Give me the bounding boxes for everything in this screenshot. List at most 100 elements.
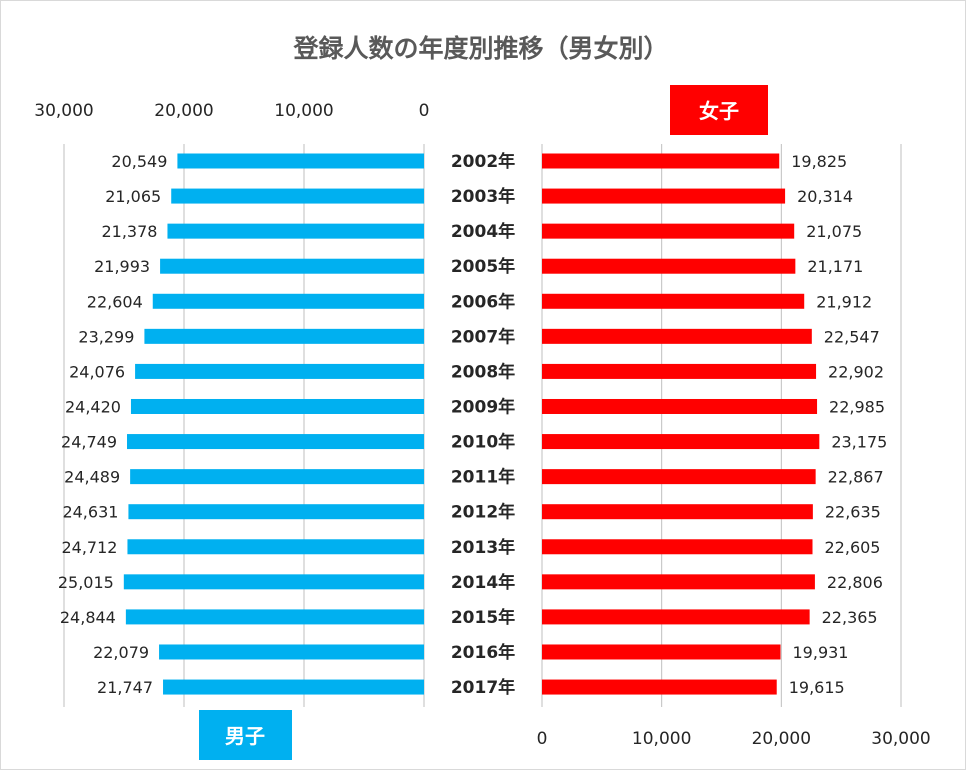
female-value-label: 19,615 [789, 678, 845, 697]
male-value-label: 24,749 [61, 433, 117, 452]
female-value-label: 22,605 [825, 538, 881, 557]
male-bar [125, 609, 424, 625]
male-value-label: 21,065 [105, 187, 161, 206]
year-label: 2010年 [451, 432, 515, 453]
female-bar [542, 609, 810, 625]
female-bar [542, 188, 786, 204]
male-value-label: 21,378 [101, 222, 157, 241]
female-value-label: 20,314 [797, 187, 853, 206]
female-bar [542, 363, 817, 379]
year-label: 2008年 [451, 361, 515, 382]
male-bar [123, 574, 424, 590]
year-label: 2015年 [451, 607, 515, 628]
male-value-label: 21,747 [97, 678, 153, 697]
male-bar [128, 504, 425, 520]
female-bar [542, 328, 812, 344]
female-axis-ticks: 0 10,000 20,000 30,000 [537, 729, 931, 749]
year-label: 2011年 [451, 467, 515, 488]
male-value-label: 23,299 [78, 327, 134, 346]
female-value-label: 21,912 [816, 292, 872, 311]
year-label: 2013年 [451, 537, 515, 558]
male-value-label: 24,076 [69, 362, 125, 381]
male-axis-ticks: 30,000 20,000 10,000 0 [34, 101, 429, 121]
year-labels: 2002年 2003年 2004年 2005年 2006年 2007年 2008年 2009年… [451, 151, 515, 698]
male-value-label: 22,604 [87, 292, 143, 311]
female-bar [542, 574, 815, 590]
male-value-label: 24,844 [60, 608, 116, 627]
female-bar [542, 223, 795, 239]
female-bar [542, 258, 796, 274]
chart-title: 登録人数の年度別推移（男女別） [292, 34, 668, 63]
female-bar [542, 539, 813, 555]
male-tick-label: 0 [419, 101, 430, 121]
female-value-label: 22,806 [827, 573, 883, 592]
male-bar [171, 188, 424, 204]
male-bar [159, 644, 424, 660]
male-value-label: 25,015 [58, 573, 114, 592]
female-value-label: 22,635 [825, 503, 881, 522]
legend-male-label: 男子 [225, 724, 265, 748]
legend-male: 男子 [199, 710, 292, 760]
legend-female: 女子 [670, 85, 768, 135]
male-value-labels: 20,549 21,065 21,378 21,993 22,604 23,299 24,0… [58, 152, 168, 697]
male-value-label: 22,079 [93, 643, 149, 662]
year-label: 2004年 [451, 221, 515, 242]
male-tick-label: 20,000 [154, 101, 213, 121]
year-label: 2003年 [451, 186, 515, 207]
female-value-label: 22,867 [828, 468, 884, 487]
year-label: 2016年 [451, 642, 515, 663]
male-value-label: 20,549 [111, 152, 167, 171]
legend-female-swatch [670, 85, 768, 135]
female-value-label: 22,985 [829, 397, 885, 416]
female-bar [542, 293, 805, 309]
female-tick-label: 30,000 [871, 729, 930, 749]
female-bar [542, 679, 777, 695]
legend-female-label: 女子 [699, 99, 739, 123]
male-tick-label: 10,000 [274, 101, 333, 121]
year-label: 2005年 [451, 256, 515, 277]
female-value-label: 21,075 [806, 222, 862, 241]
male-value-label: 24,489 [64, 468, 120, 487]
female-bar [542, 153, 780, 169]
male-value-label: 21,993 [94, 257, 150, 276]
female-value-label: 19,931 [793, 643, 849, 662]
legend-male-swatch [199, 710, 292, 760]
year-label: 2009年 [451, 396, 515, 417]
year-label: 2014年 [451, 572, 515, 593]
year-label: 2012年 [451, 502, 515, 523]
female-value-label: 22,365 [822, 608, 878, 627]
male-value-label: 24,631 [62, 503, 118, 522]
male-bar [167, 223, 425, 239]
female-value-label: 22,547 [824, 327, 880, 346]
male-bar [177, 153, 424, 169]
male-bar [144, 328, 425, 344]
male-bar [160, 258, 425, 274]
male-tick-label: 30,000 [34, 101, 93, 121]
male-bar [135, 363, 424, 379]
year-label: 2006年 [451, 291, 515, 312]
female-bar [542, 644, 781, 660]
year-label: 2002年 [451, 151, 515, 172]
female-value-label: 23,175 [831, 433, 887, 452]
female-bars [542, 153, 820, 695]
female-bar [542, 434, 820, 450]
female-value-label: 19,825 [791, 152, 847, 171]
male-bar [130, 398, 424, 414]
female-tick-label: 10,000 [632, 729, 691, 749]
male-bar [152, 293, 424, 309]
year-label: 2007年 [451, 326, 515, 347]
female-tick-label: 0 [537, 729, 548, 749]
female-tick-label: 20,000 [752, 729, 811, 749]
male-value-label: 24,712 [61, 538, 117, 557]
female-bar [542, 398, 818, 414]
male-bar [127, 539, 425, 555]
female-bar [542, 469, 816, 485]
male-bar [127, 434, 425, 450]
female-value-labels: 19,825 20,314 21,075 21,171 21,912 22,547 22,9… [789, 152, 888, 697]
male-bars [123, 153, 425, 695]
female-value-label: 22,902 [828, 362, 884, 381]
male-value-label: 24,420 [65, 397, 121, 416]
male-bar [130, 469, 424, 485]
